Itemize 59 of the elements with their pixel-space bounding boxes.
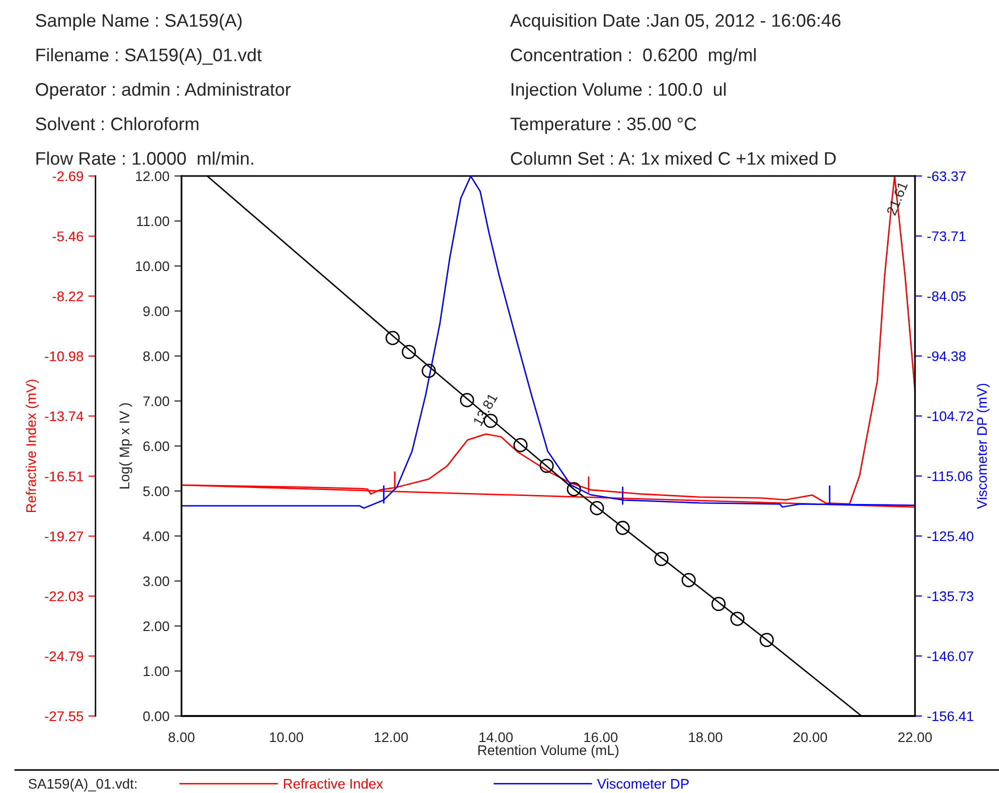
y3-tick-label: 4.00	[142, 531, 170, 542]
y2-tick-label: -125.40	[927, 531, 974, 542]
x-axis-title: Retention Volume (mL)	[478, 744, 618, 758]
y-tick-label: -19.27	[44, 531, 83, 542]
y3-tick-label: 5.00	[143, 486, 170, 496]
text: Acquisition Date :Jan 05, 2012 - 16:06:46	[510, 14, 840, 30]
y2-tick-label: -94.38	[927, 351, 966, 362]
y-tick-label: -24.79	[44, 651, 84, 662]
text: Temperature : 35.00 °C	[510, 118, 696, 134]
x-tick-label: 16.00	[584, 732, 618, 742]
text: Operator : admin : Administrator	[36, 82, 291, 100]
y2-tick-label: -73.71	[927, 231, 966, 242]
y2-tick-label: -63.37	[927, 171, 966, 182]
y2-tick-label: -104.72	[927, 411, 974, 422]
y-tick-label: -8.22	[52, 291, 83, 302]
y-tick-label: -16.51	[44, 472, 84, 482]
text: Filename : SA159(A)_01.vdt	[36, 48, 262, 65]
x-tick-label: 8.00	[168, 732, 194, 742]
y3-tick-label: 3.00	[143, 576, 170, 586]
text: Injection Volume : 100.0 ul	[512, 82, 726, 100]
text: Solvent : Chloroform	[36, 117, 198, 130]
x-tick-label: 22.00	[898, 732, 932, 742]
x-tick-label: 20.00	[794, 732, 828, 742]
y2-tick-label: -115.06	[927, 471, 972, 482]
y3-axis-title: Log( Mp x IV )	[119, 403, 132, 488]
y-tick-label: -2.69	[52, 171, 84, 182]
y2-axis-title: Viscometer DP (mV)	[976, 384, 990, 509]
text: Viscometer DP	[597, 778, 689, 789]
x-tick-label: 18.00	[689, 732, 722, 742]
y2-tick-label: -146.07	[927, 651, 974, 662]
text: Concentration : 0.6200 mg/ml	[510, 48, 756, 65]
text: Refractive Index	[284, 778, 383, 789]
y3-tick-label: 8.00	[143, 351, 170, 362]
y3-tick-label: 12.00	[136, 171, 170, 182]
text: Column Set : A: 1x mixed C +1x mixed D	[510, 152, 836, 165]
text: Sample Name : SA159(A)	[36, 14, 242, 30]
x-tick-label: 12.00	[374, 732, 408, 742]
y3-tick-label: 0.00	[143, 711, 170, 722]
legend-title: SA159(A)_01.vdt:	[28, 778, 136, 792]
x-tick-label: 14.00	[480, 732, 513, 742]
y-axis-title: Refractive Index (mV)	[26, 380, 39, 512]
y2-tick-label: -156.41	[927, 711, 974, 722]
y3-tick-label: 2.00	[143, 621, 170, 632]
y3-tick-label: 6.00	[143, 441, 170, 452]
y2-tick-label: -84.05	[927, 291, 966, 302]
x-tick-label: 10.00	[270, 732, 304, 742]
y3-tick-label: 11.00	[137, 216, 170, 226]
y3-tick-label: 10.00	[136, 261, 170, 272]
y3-tick-label: 1.00	[144, 666, 170, 676]
y-tick-label: -27.55	[44, 711, 84, 722]
y3-tick-label: 7.00	[143, 396, 170, 406]
y-tick-label: -5.46	[52, 232, 84, 242]
y2-tick-label: -135.73	[927, 591, 974, 602]
y-tick-label: -22.03	[44, 591, 84, 602]
y-tick-label: -10.98	[44, 351, 84, 362]
annotation: 21.61	[886, 181, 908, 216]
y3-tick-label: 9.00	[143, 306, 170, 316]
y-tick-label: -13.74	[44, 411, 84, 422]
text: Flow Rate : 1.0000 ml/min.	[36, 152, 254, 165]
